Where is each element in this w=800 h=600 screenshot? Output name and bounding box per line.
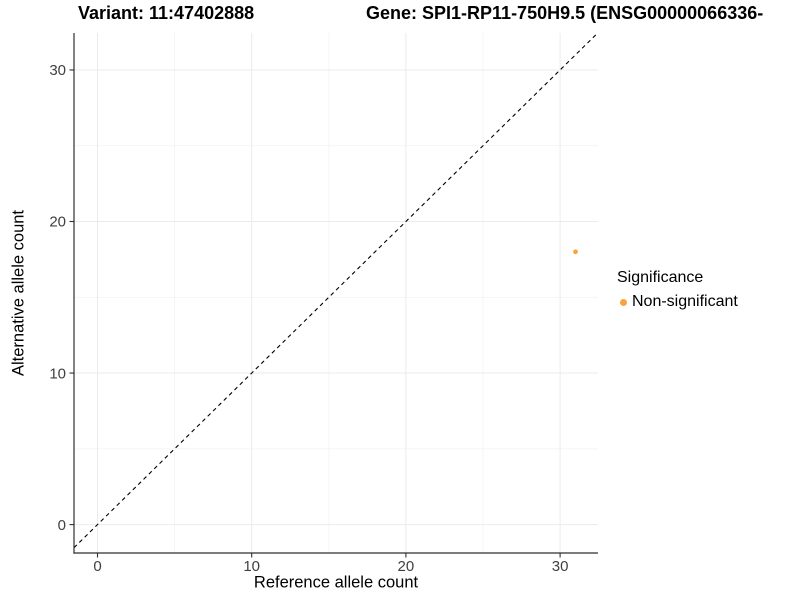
- y-tick-label: 30: [49, 62, 66, 79]
- x-tick-label: 10: [243, 558, 260, 575]
- y-tick-label: 20: [49, 214, 66, 231]
- x-tick-label: 30: [552, 558, 569, 575]
- identity-dashed-line: [73, 32, 599, 549]
- legend-item: Non-significant: [617, 293, 799, 311]
- x-axis-title: Reference allele count: [253, 573, 419, 592]
- variant-title: Variant: 11:47402888: [78, 3, 255, 23]
- legend-title: Significance: [617, 269, 704, 286]
- x-tick-label: 0: [93, 558, 101, 575]
- y-tick-label: 0: [58, 517, 66, 534]
- legend: Significance Non-significant: [617, 268, 799, 311]
- x-tick-label: 20: [398, 558, 415, 575]
- y-axis-title: Alternative allele count: [9, 209, 28, 377]
- legend-item-label: Non-significant: [632, 293, 738, 310]
- y-tick-label: 10: [49, 365, 66, 382]
- circle-icon: [620, 298, 627, 306]
- data-point: [573, 249, 578, 255]
- gene-title: Gene: SPI1-RP11-750H9.5 (ENSG00000066336…: [366, 3, 764, 23]
